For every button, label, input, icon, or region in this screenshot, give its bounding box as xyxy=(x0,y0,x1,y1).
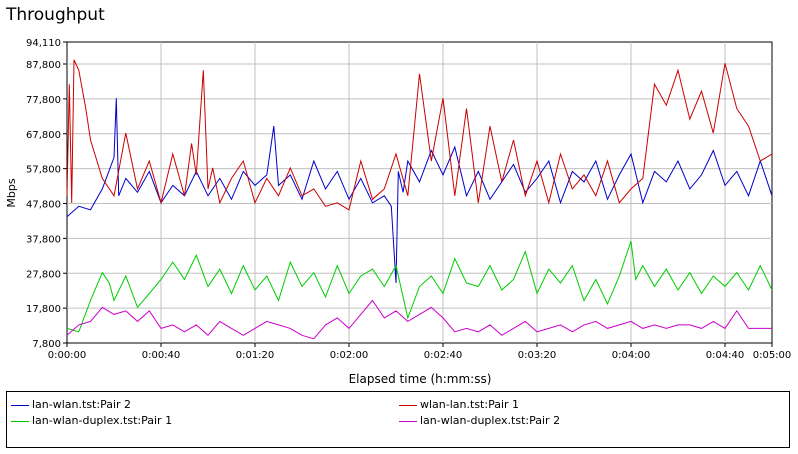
legend-swatch xyxy=(399,404,417,406)
series-line-3 xyxy=(66,241,773,333)
legend-item-wlan-lan-pair1: wlan-lan.tst:Pair 1 xyxy=(399,398,519,412)
legend-swatch xyxy=(11,404,29,406)
y-tick-label: 17,800 xyxy=(26,304,61,315)
x-tick-label: 0:02:40 xyxy=(424,350,463,361)
series-line-2 xyxy=(66,59,773,211)
legend-label: wlan-lan.tst:Pair 1 xyxy=(420,398,520,411)
y-tick-label: 27,800 xyxy=(26,269,61,280)
legend-swatch xyxy=(399,420,417,422)
legend-item-duplex-pair2: lan-wlan-duplex.tst:Pair 2 xyxy=(399,414,560,428)
legend-label: lan-wlan-duplex.tst:Pair 2 xyxy=(420,414,561,427)
y-tick-label: 57,800 xyxy=(26,165,61,176)
legend-swatch xyxy=(11,420,29,422)
legend-item-lan-wlan-pair2: lan-wlan.tst:Pair 2 xyxy=(11,398,131,412)
y-tick-label: 37,800 xyxy=(26,234,61,245)
x-tick-label: 0:03:20 xyxy=(518,350,557,361)
series-lines xyxy=(66,59,773,340)
plot-area xyxy=(66,41,773,344)
chart-title: Throughput xyxy=(6,5,105,25)
x-tick-label: 0:00:00 xyxy=(48,350,87,361)
y-tick-label: 47,800 xyxy=(26,200,61,211)
y-tick-label: 77,800 xyxy=(26,95,61,106)
x-axis-label: Elapsed time (h:mm:ss) xyxy=(349,372,492,386)
y-tick-label: 67,800 xyxy=(26,130,61,141)
legend-label: lan-wlan-duplex.tst:Pair 1 xyxy=(32,414,173,427)
x-tick-label: 0:02:00 xyxy=(330,350,369,361)
series-line-4 xyxy=(66,299,772,340)
x-tick-label: 0:04:40 xyxy=(706,350,745,361)
chart-plot: 7,800 17,800 27,800 37,800 47,800 57,800 67,80… xyxy=(5,38,791,386)
y-tick-label: 7,800 xyxy=(32,339,61,350)
axis-labels: 7,800 17,800 27,800 37,800 47,800 57,800 67,80… xyxy=(26,38,791,361)
y-axis-label: Mbps xyxy=(5,178,18,207)
legend-label: lan-wlan.tst:Pair 2 xyxy=(32,398,132,411)
y-tick-label: 94,110 xyxy=(26,38,61,49)
legend: lan-wlan.tst:Pair 2 wlan-lan.tst:Pair 1 … xyxy=(6,391,790,448)
y-tick-label: 87,800 xyxy=(26,60,61,71)
series-line-1 xyxy=(66,98,773,284)
x-tick-label: 0:05:00 xyxy=(753,350,792,361)
x-tick-label: 0:01:20 xyxy=(236,350,275,361)
x-tick-label: 0:00:40 xyxy=(142,350,181,361)
legend-item-duplex-pair1: lan-wlan-duplex.tst:Pair 1 xyxy=(11,414,172,428)
x-tick-label: 0:04:00 xyxy=(612,350,651,361)
